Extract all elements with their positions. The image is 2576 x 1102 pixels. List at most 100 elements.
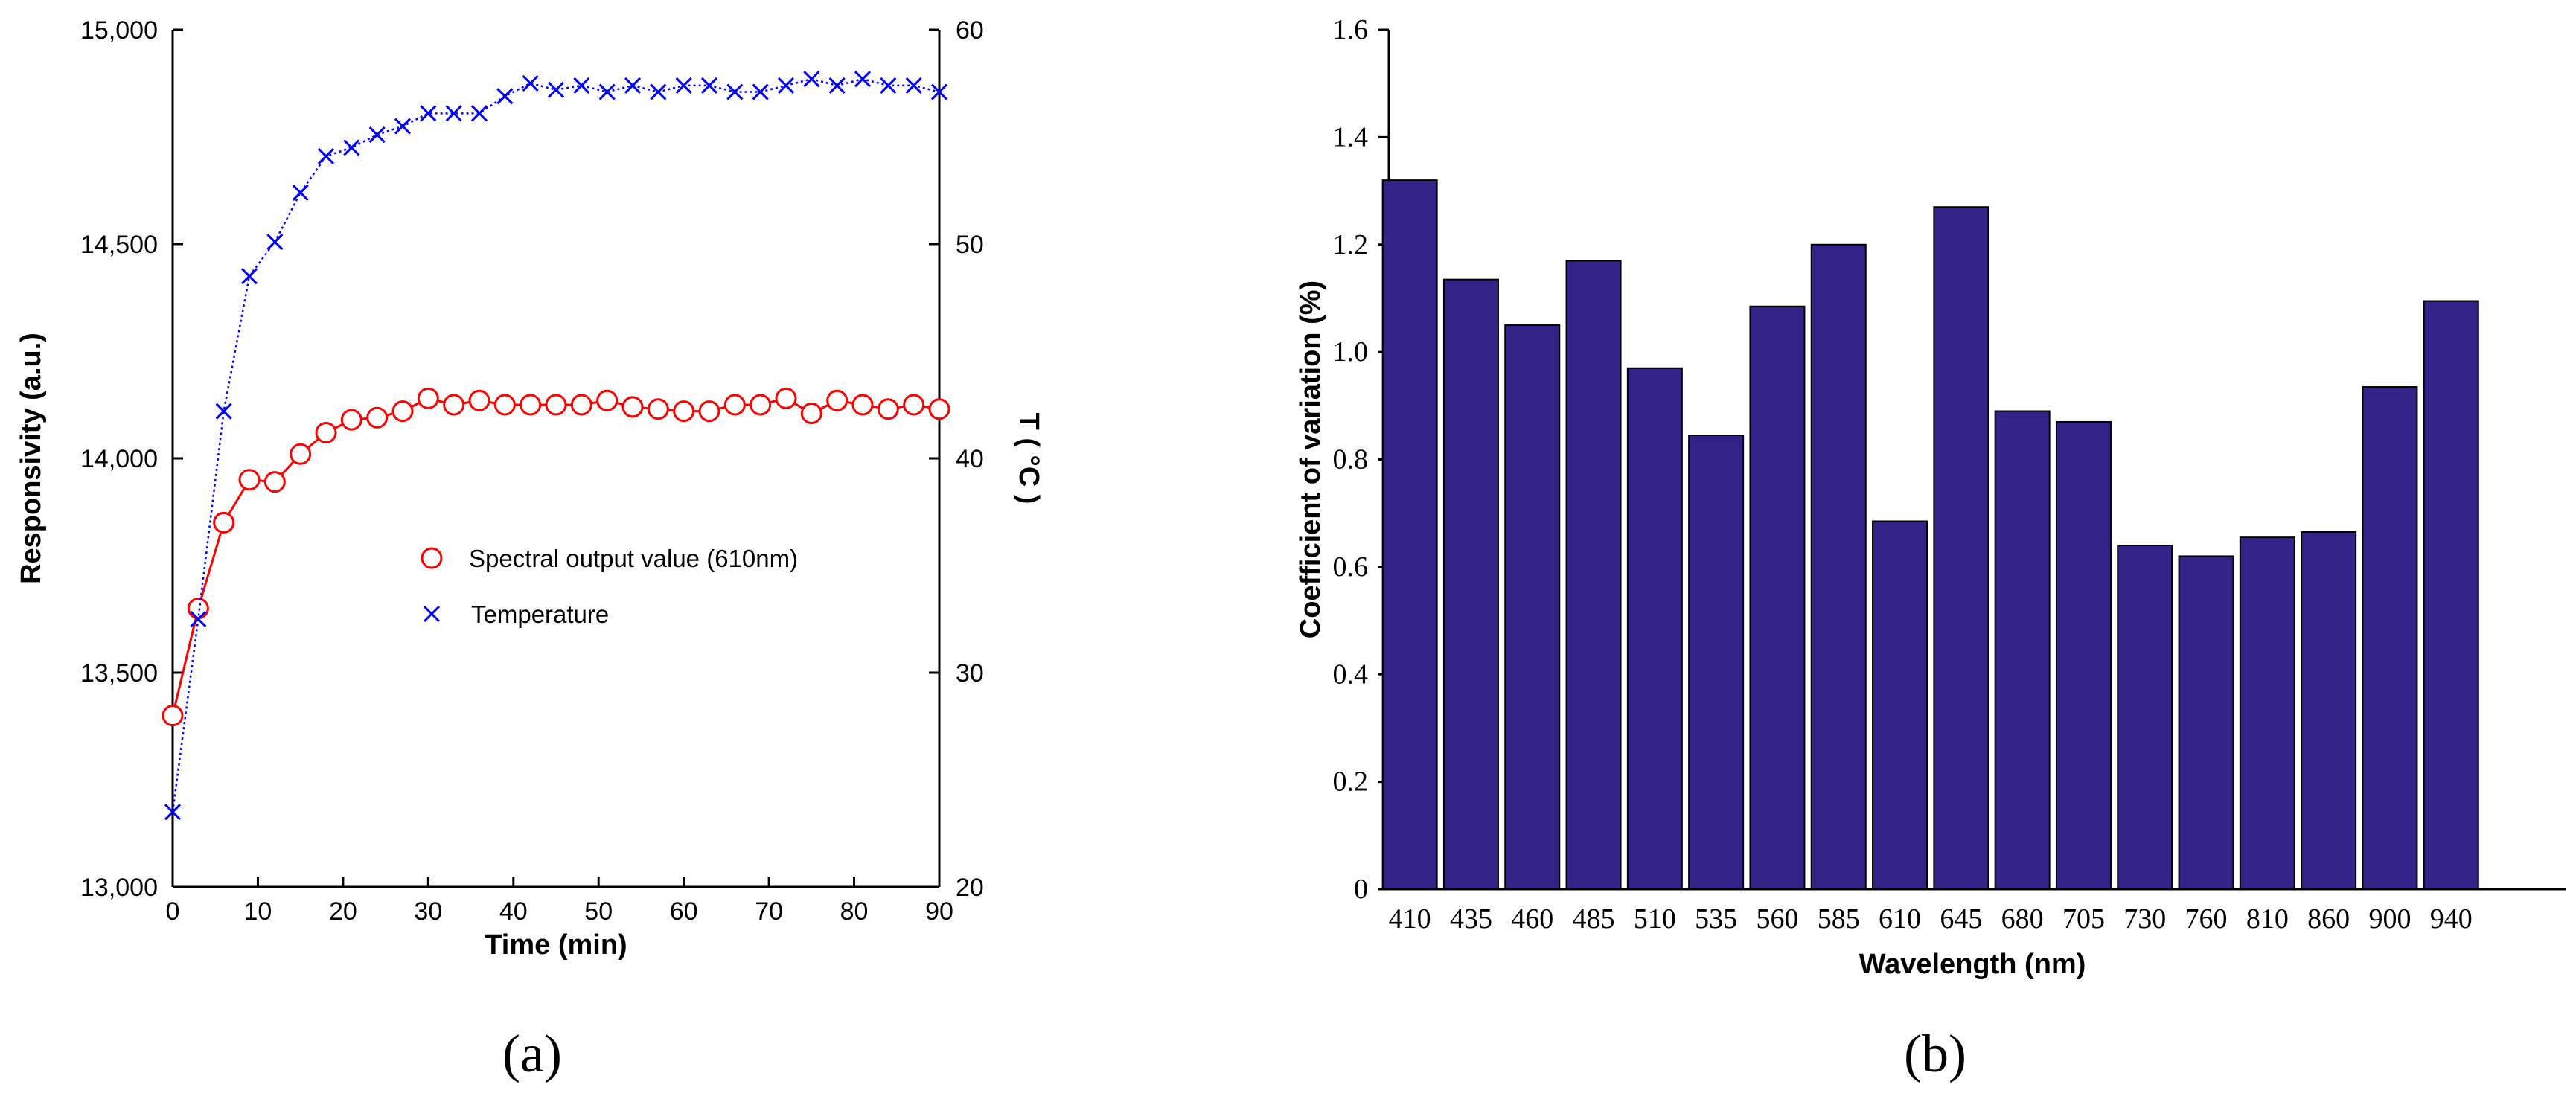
x-tick-label: 435 — [1450, 903, 1492, 935]
right-y-tick-label: 40 — [956, 445, 984, 473]
right-y-tick-label: 20 — [956, 874, 984, 902]
legend: Spectral output value (610nm) Temperature — [421, 545, 798, 628]
y-tick-label: 1.6 — [1333, 14, 1369, 45]
temperature-point — [496, 88, 514, 105]
y-tick-label: 1.0 — [1333, 336, 1369, 368]
right-y-tick-label: 50 — [956, 231, 984, 259]
temperature-point — [700, 77, 718, 94]
x-tick-label: 900 — [2368, 903, 2411, 935]
x-tick-label: 30 — [414, 897, 442, 926]
bar-810 — [2239, 536, 2295, 890]
spectral-output-point — [545, 394, 567, 416]
temperature-point — [317, 147, 335, 164]
right-y-tick-label: 30 — [956, 659, 984, 688]
y-tick-label: 1.4 — [1333, 121, 1369, 153]
spectral-output-point — [647, 398, 669, 420]
x-tick-label: 705 — [2062, 903, 2105, 935]
spectral-output-point — [162, 705, 184, 727]
temperature-point — [522, 74, 539, 92]
spectral-output-point — [570, 394, 592, 416]
temperature-point — [164, 804, 182, 821]
y-tick-label: 0.8 — [1333, 444, 1369, 475]
temperature-point — [675, 77, 692, 94]
left-y-tick-label: 13,000 — [80, 874, 158, 902]
bar-535 — [1688, 435, 1745, 890]
spectral-output-point — [366, 406, 389, 429]
bar-645 — [1933, 206, 1989, 890]
x-tick-label: 60 — [670, 897, 698, 926]
legend-marker-spectral-output — [421, 547, 443, 569]
bar-940 — [2423, 300, 2479, 890]
x-tick-label: 485 — [1573, 903, 1615, 935]
x-tick-label: 680 — [2001, 903, 2044, 935]
left-y-tick-label: 13,500 — [80, 659, 158, 688]
bar-510 — [1626, 367, 1683, 890]
spectral-output-point — [596, 389, 619, 411]
right-y-axis-label: T ( °C ) — [1013, 413, 1044, 504]
spectral-output-point — [621, 396, 644, 418]
x-tick-label: 940 — [2430, 903, 2473, 935]
bar-760 — [2178, 555, 2234, 890]
right-y-tick-label: 60 — [956, 16, 984, 45]
temperature-point — [445, 105, 462, 122]
spectral-output-point — [851, 394, 874, 416]
panel-label-b: (b) — [1904, 1024, 1966, 1083]
left-y-axis-label: Responsivity (a.u.) — [16, 333, 47, 584]
temperature-point — [803, 71, 820, 88]
x-tick-label: 730 — [2123, 903, 2166, 935]
bar-435 — [1442, 278, 1499, 890]
temperature-point — [752, 83, 769, 100]
temperature-point — [292, 184, 309, 201]
x-tick-label: 80 — [840, 897, 869, 926]
spectral-output-point — [213, 511, 235, 534]
x-tick-label: 0 — [166, 897, 180, 926]
spectral-output-point — [698, 400, 720, 423]
spectral-output-point — [417, 387, 439, 409]
bar-485 — [1565, 260, 1622, 890]
spectral-output-point — [238, 469, 261, 491]
x-axis-label: Time (min) — [485, 929, 627, 961]
spectral-output-point — [775, 387, 797, 409]
temperature-point — [368, 126, 386, 144]
bar-705 — [2055, 420, 2112, 890]
spectral-output-point — [340, 409, 362, 431]
temperature-point — [573, 77, 590, 94]
legend-marker-temperature — [423, 605, 441, 623]
temperature-point — [240, 268, 258, 285]
bar-560 — [1749, 305, 1806, 890]
chart-b-bar-chart: 0 0.2 0.4 0.6 0.8 1.0 1.2 1.4 1.6 410 435 460 485 510… — [1295, 14, 2566, 980]
spectral-output-point — [315, 421, 337, 443]
bar-610 — [1872, 520, 1928, 890]
temperature-point — [598, 83, 616, 100]
y-tick-label: 0.2 — [1333, 766, 1369, 798]
x-tick-label: 645 — [1940, 903, 1982, 935]
temperature-point — [777, 77, 795, 94]
x-tick-label: 610 — [1879, 903, 1921, 935]
bar-860 — [2301, 531, 2357, 890]
y-tick-label: 0.6 — [1333, 551, 1369, 583]
spectral-output-point — [673, 400, 695, 423]
temperature-point — [394, 118, 412, 135]
spectral-output-point — [826, 389, 848, 411]
x-tick-label: 535 — [1695, 903, 1737, 935]
chart-a-time-series: 0 10 20 30 40 50 60 70 80 90 13,000 13,500 14,000 14,… — [16, 16, 1044, 961]
bar-680 — [1994, 410, 2051, 890]
x-tick-label: 10 — [244, 897, 272, 926]
temperature-point — [650, 83, 667, 100]
spectral-output-point — [290, 443, 312, 465]
temperature-point — [190, 610, 207, 628]
temperature-point — [828, 77, 846, 94]
spectral-output-point — [877, 398, 899, 420]
temperature-point — [905, 77, 922, 94]
x-tick-label: 510 — [1634, 903, 1676, 935]
temperature-series-line — [171, 77, 940, 813]
x-tick-label: 560 — [1756, 903, 1798, 935]
temperature-point — [547, 81, 565, 98]
y-tick-label: 0 — [1354, 874, 1368, 905]
spectral-output-point — [493, 394, 516, 416]
x-tick-label: 50 — [584, 897, 613, 926]
spectral-output-point — [263, 471, 286, 493]
x-tick-label: 585 — [1818, 903, 1860, 935]
temperature-point — [420, 105, 437, 122]
bar-730 — [2117, 545, 2173, 890]
